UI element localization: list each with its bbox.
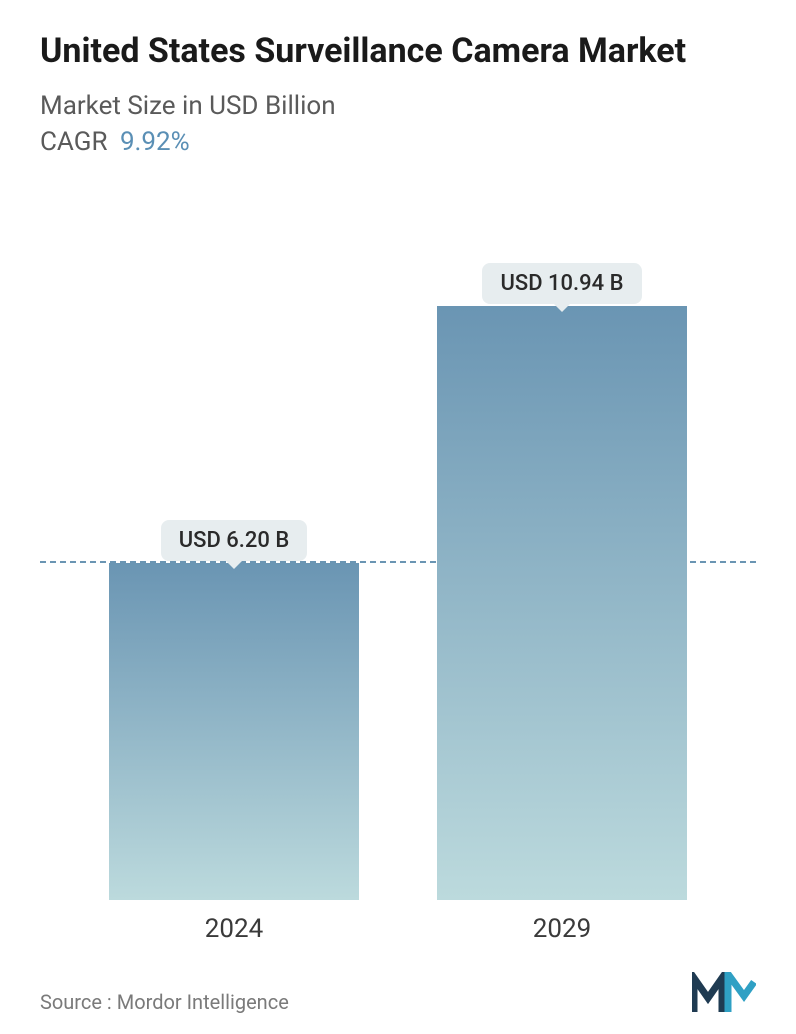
bar — [437, 306, 687, 900]
bar-group: USD 10.94 B — [437, 167, 687, 901]
bar-group: USD 6.20 B — [109, 167, 359, 901]
source-attribution: Source : Mordor Intelligence — [40, 990, 289, 1014]
bars-wrapper: USD 6.20 B USD 10.94 B — [40, 167, 756, 901]
x-axis-label: 2029 — [437, 914, 687, 944]
bar-value-pill: USD 6.20 B — [161, 520, 308, 561]
brand-logo-icon — [692, 972, 756, 1014]
cagr-value: 9.92% — [120, 127, 190, 157]
bar-value-pill: USD 10.94 B — [482, 263, 641, 304]
cagr-line: CAGR 9.92% — [40, 127, 756, 157]
chart-title: United States Surveillance Camera Market — [40, 30, 756, 73]
bar — [109, 563, 359, 900]
chart-container: United States Surveillance Camera Market… — [0, 0, 796, 1034]
cagr-label: CAGR — [40, 127, 107, 157]
chart-plot-area: USD 6.20 B USD 10.94 B — [40, 167, 756, 901]
x-axis-label: 2024 — [109, 914, 359, 944]
chart-subtitle: Market Size in USD Billion — [40, 91, 756, 121]
x-axis-labels: 2024 2029 — [40, 900, 756, 944]
chart-footer: Source : Mordor Intelligence — [40, 944, 756, 1014]
